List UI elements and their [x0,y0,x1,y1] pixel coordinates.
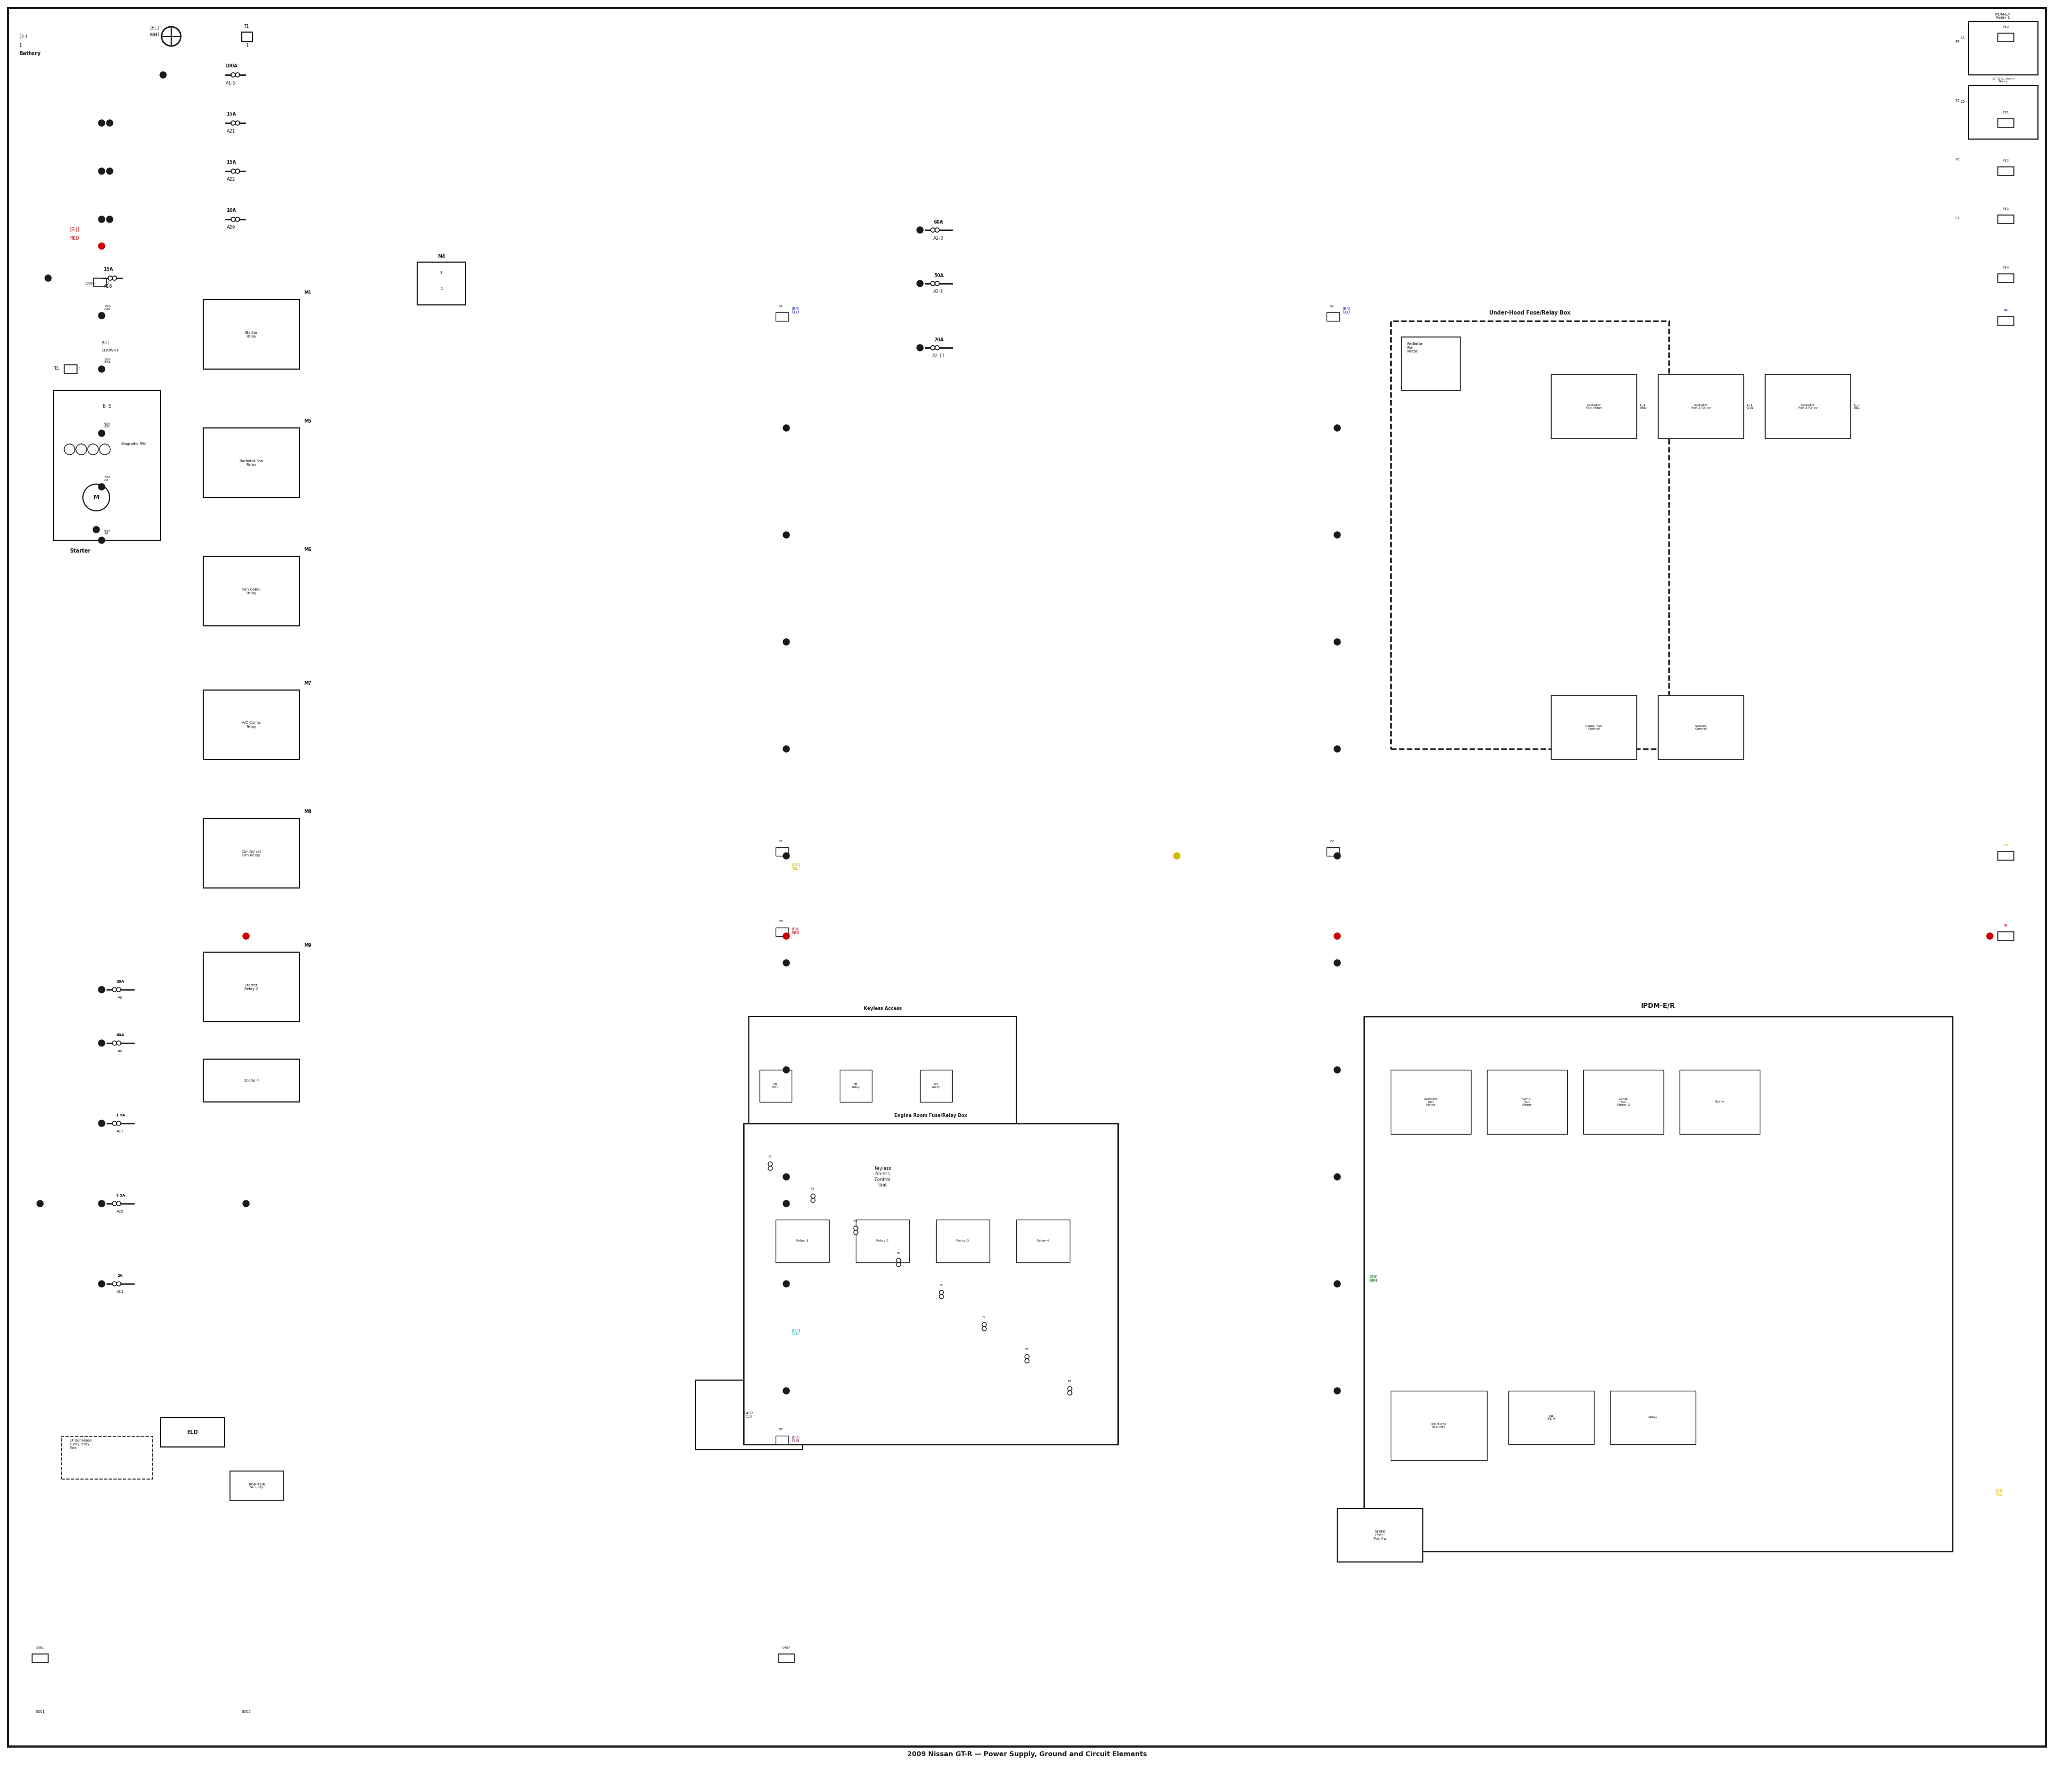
Text: C407
CLU: C407 CLU [744,1412,754,1417]
Bar [1999,851,2013,860]
Text: Under-Hood
Fuse/Relay
Box: Under-Hood Fuse/Relay Box [70,1439,92,1450]
Circle shape [783,1281,789,1287]
Text: A16: A16 [103,285,113,289]
Circle shape [99,430,105,437]
Text: [E1]: [E1] [150,25,158,30]
Text: M1: M1 [304,290,312,296]
Bar [1999,167,2013,176]
Circle shape [768,1161,772,1167]
Text: WHT: WHT [150,32,160,38]
Bar [53,391,160,539]
Circle shape [1333,745,1341,753]
Bar [1968,86,2038,140]
Text: M1
IPDM: M1 IPDM [1547,1414,1555,1421]
Bar [778,1654,795,1663]
Bar [33,1654,47,1663]
Circle shape [113,1201,117,1206]
Circle shape [88,444,99,455]
Text: F7: F7 [982,1315,986,1319]
Text: 30A
A24: 30A A24 [105,358,111,364]
Circle shape [1333,638,1341,645]
Circle shape [854,1226,859,1231]
Text: F14: F14 [2003,267,2009,269]
Circle shape [1333,1066,1341,1073]
Text: Radiator
Fan 3 Relay: Radiator Fan 3 Relay [1799,403,1818,409]
Text: Relay 4: Relay 4 [1037,1240,1050,1242]
Text: [B4]
RED: [B4] RED [791,926,799,934]
Text: Starter
Control: Starter Control [1695,724,1707,731]
Text: 1: 1 [440,287,442,290]
Bar [160,1417,224,1446]
Text: [B4]
BLU: [B4] BLU [1343,306,1349,314]
Bar [1327,312,1339,321]
Bar [920,1070,953,1102]
Bar [1999,215,2013,224]
Text: A25: A25 [117,1210,123,1213]
Text: A2-1: A2-1 [935,289,945,294]
Bar [417,262,466,305]
Circle shape [64,444,74,455]
Circle shape [783,1201,789,1206]
Circle shape [916,228,922,233]
Circle shape [76,444,86,455]
Text: F10: F10 [2003,25,2009,29]
Text: 100A: 100A [224,65,238,68]
Bar [1327,848,1339,857]
Circle shape [1333,532,1341,538]
Circle shape [783,1174,789,1181]
Circle shape [99,538,105,543]
Circle shape [45,274,51,281]
Text: Cond. Fan
Control: Cond. Fan Control [1586,724,1602,731]
Text: Relay: Relay [1647,1416,1658,1419]
Bar [776,1435,789,1444]
Text: Cond.
Fan
Motor 2: Cond. Fan Motor 2 [1616,1097,1631,1106]
Bar [1999,34,2013,41]
Bar [1337,1509,1423,1563]
Circle shape [982,1322,986,1326]
Bar [1680,1070,1760,1134]
Text: F3: F3 [811,1188,815,1190]
Circle shape [117,987,121,991]
Text: A21: A21 [226,129,236,134]
Text: A3: A3 [117,996,123,1000]
Text: M1
IPSU: M1 IPSU [772,1082,778,1090]
Bar [937,1220,990,1262]
Circle shape [107,120,113,125]
Text: A/C Comp.
Relay: A/C Comp. Relay [242,722,261,728]
Circle shape [783,934,789,939]
Bar [744,1124,1117,1444]
Circle shape [37,1201,43,1206]
Circle shape [783,1387,789,1394]
Circle shape [1025,1355,1029,1358]
Text: [D3]
CYN: [D3] CYN [791,1328,799,1335]
Text: 15A: 15A [226,159,236,165]
Circle shape [811,1199,815,1202]
Text: A4: A4 [117,1050,123,1052]
Text: S001: S001 [35,1710,45,1713]
Text: 60A: 60A [935,220,943,224]
Circle shape [109,276,113,280]
Text: Battery: Battery [18,50,41,56]
Text: Spare: Spare [1715,1100,1725,1104]
Bar [1551,695,1637,760]
Text: 60A
A4: 60A A4 [105,529,111,536]
Text: IPDM-E/R
Security: IPDM-E/R Security [1432,1423,1446,1428]
Circle shape [99,1039,105,1047]
Circle shape [117,1041,121,1045]
Bar [776,928,789,935]
Text: IPDM-E/R: IPDM-E/R [1641,1002,1676,1009]
Bar [62,1435,152,1478]
Text: A2-3: A2-3 [935,235,945,240]
Circle shape [916,344,922,351]
Bar [750,1016,1017,1337]
Text: F6: F6 [939,1283,943,1287]
Text: L5: L5 [1960,100,1966,104]
Circle shape [230,120,236,125]
Circle shape [935,281,939,285]
Text: IL-1
GRN: IL-1 GRN [1746,403,1754,409]
Text: [D8]
YEL: [D8] YEL [1994,1489,2003,1496]
Circle shape [162,27,181,47]
Text: 15A
A16: 15A A16 [105,305,111,310]
Text: F11: F11 [2003,111,2009,113]
Text: F1: F1 [778,840,783,842]
